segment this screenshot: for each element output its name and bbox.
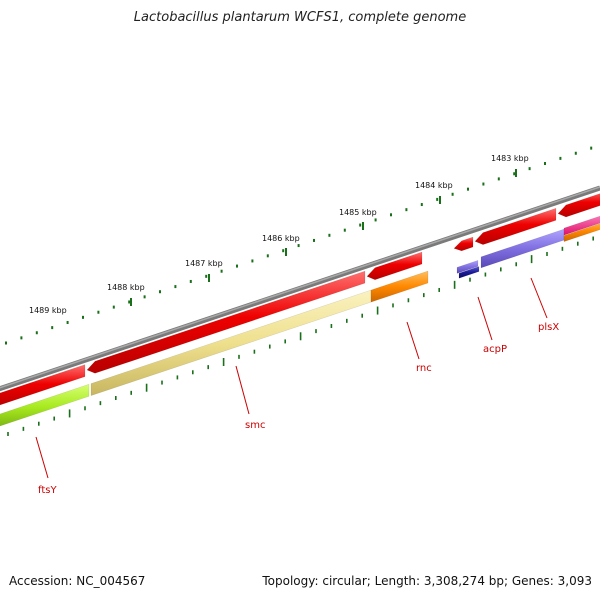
gene-orange-2[interactable] [563, 220, 600, 242]
scale-dot [374, 218, 377, 222]
scale-dot [5, 341, 7, 345]
label-leader-line [530, 277, 548, 319]
genome-summary-text: Topology: circular; Length: 3,308,274 bp… [262, 574, 592, 588]
gene-red-5[interactable] [474, 207, 557, 245]
scale-dot [313, 238, 315, 242]
gene-red-3[interactable] [366, 251, 423, 281]
scale-dot [436, 197, 439, 201]
label-leader-line [35, 436, 49, 479]
scale-dot [405, 208, 408, 212]
scale-dot [189, 279, 192, 283]
scale-dot [482, 182, 485, 186]
scale-dot [297, 244, 300, 248]
scale-dot [574, 151, 577, 155]
scale-dot [420, 203, 423, 207]
accession-text: Accession: NC_004567 [9, 574, 146, 588]
scale-dot [159, 290, 161, 294]
scale-dot [66, 320, 69, 324]
scale-label-1487: 1487 kbp [185, 259, 223, 268]
gene-label-smc[interactable]: smc [245, 420, 265, 431]
gene-red-6[interactable] [557, 190, 600, 218]
scale-dot [497, 177, 500, 181]
scale-label-1484: 1484 kbp [415, 181, 453, 190]
gene-pink[interactable] [563, 213, 600, 236]
gene-label-rnc[interactable]: rnc [416, 363, 432, 374]
scale-dot [236, 264, 238, 268]
gene-red-1[interactable] [0, 364, 86, 409]
scale-dot [343, 228, 346, 232]
scale-dot [528, 167, 531, 171]
map-title: Lactobacillus plantarum WCFS1, complete … [133, 10, 467, 25]
scale-label-1485: 1485 kbp [339, 208, 377, 217]
gene-acpp-a[interactable] [456, 260, 479, 274]
scale-dot [451, 192, 454, 196]
label-leader-line [477, 296, 493, 341]
scale-dot [205, 274, 208, 278]
gene-red-2[interactable] [86, 270, 366, 374]
scale-dot [467, 187, 469, 191]
gene-label-acpp[interactable]: acpP [483, 344, 507, 355]
scale-dot [590, 146, 593, 150]
gene-label-ftsy[interactable]: ftsY [38, 485, 57, 496]
scale-dot [35, 331, 38, 335]
gene-track [0, 190, 600, 429]
scale-dots [5, 146, 593, 345]
scale-dot [544, 162, 546, 166]
gene-rnc[interactable] [370, 270, 429, 303]
scale-dot [328, 233, 331, 237]
scale-dot [282, 249, 285, 253]
scale-label-1489: 1489 kbp [29, 306, 67, 315]
genome-backbone [0, 185, 600, 392]
scale-label-1488: 1488 kbp [107, 283, 145, 292]
scale-dot [82, 315, 84, 319]
gene-acpp-b[interactable] [458, 266, 480, 279]
scale-dot [513, 172, 516, 176]
scale-dot [97, 310, 100, 314]
genome-backbone-highlight [0, 186, 600, 389]
scale-label-1483: 1483 kbp [491, 154, 529, 163]
scale-dot [390, 213, 392, 217]
gene-label-plsx[interactable]: plsX [538, 322, 559, 333]
scale-dot [251, 259, 254, 263]
label-leader-line [406, 321, 420, 360]
scale-dot [112, 305, 115, 309]
scale-dot [128, 300, 131, 304]
scale-dot [51, 326, 54, 330]
scale-dot [266, 254, 269, 258]
gene-red-4[interactable] [453, 236, 474, 252]
scale-dot [220, 269, 223, 273]
scale-dot [20, 336, 23, 340]
label-leader-line [235, 365, 250, 415]
scale-dot [359, 223, 362, 227]
scale-dot [559, 156, 562, 160]
label-leaders [35, 277, 548, 479]
tick-marks [7, 236, 595, 436]
scale-dot [143, 295, 146, 299]
gene-ftsy[interactable] [0, 383, 90, 429]
scale-dot [174, 285, 177, 289]
scale-label-1486: 1486 kbp [262, 234, 300, 243]
